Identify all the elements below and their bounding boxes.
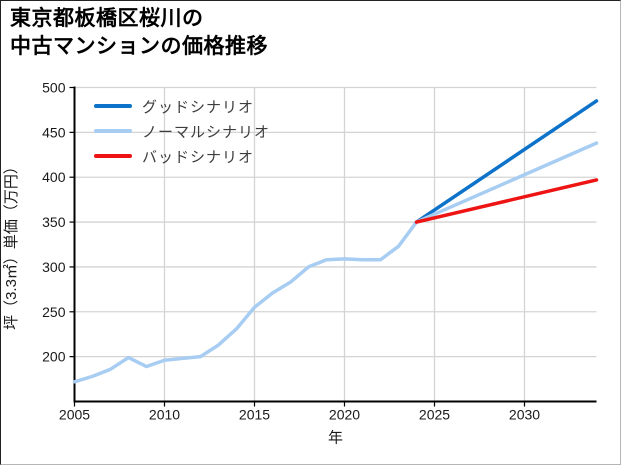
x-tick-label: 2010 [149, 407, 180, 423]
legend-item-bad-scenario: バッドシナリオ [94, 146, 254, 166]
legend-item-good-scenario: グッドシナリオ [94, 96, 254, 116]
chart-title-line-2: 中古マンションの価格推移 [10, 35, 268, 58]
legend-item-normal-scenario: ノーマルシナリオ [94, 121, 270, 141]
x-tick-label: 2005 [59, 407, 90, 423]
y-tick-label: 350 [42, 214, 66, 230]
legend-label-good: グッドシナリオ [142, 98, 255, 116]
x-axis-label: 年 [328, 430, 343, 447]
y-tick-label: 300 [42, 259, 66, 275]
legend-label-bad: バッドシナリオ [142, 148, 255, 166]
y-tick-label: 400 [42, 169, 66, 185]
y-axis-label: 坪（3.3㎡）単価（万円） [3, 159, 20, 330]
forecast-line-normal [414, 141, 599, 224]
y-tick-label: 250 [42, 304, 66, 320]
legend-swatch-bad-icon [94, 154, 132, 158]
forecast-line-good [414, 99, 599, 224]
chart-title-line-1: 東京都板橋区桜川の [10, 7, 204, 30]
legend-swatch-normal-icon [94, 129, 132, 133]
x-tick-label: 2030 [509, 407, 540, 423]
forecast-line-bad [414, 178, 599, 224]
legend-swatch-good-icon [94, 104, 132, 108]
x-tick-label: 2020 [329, 407, 360, 423]
y-tick-label: 200 [42, 349, 66, 365]
chart-title: 東京都板橋区桜川の 中古マンションの価格推移 [10, 5, 268, 61]
x-tick-label: 2025 [419, 407, 450, 423]
history-price-line [72, 220, 419, 384]
y-tick-label: 450 [42, 124, 66, 140]
legend-label-normal: ノーマルシナリオ [142, 123, 271, 141]
x-tick-label: 2015 [239, 407, 270, 423]
y-tick-label: 500 [42, 80, 66, 96]
